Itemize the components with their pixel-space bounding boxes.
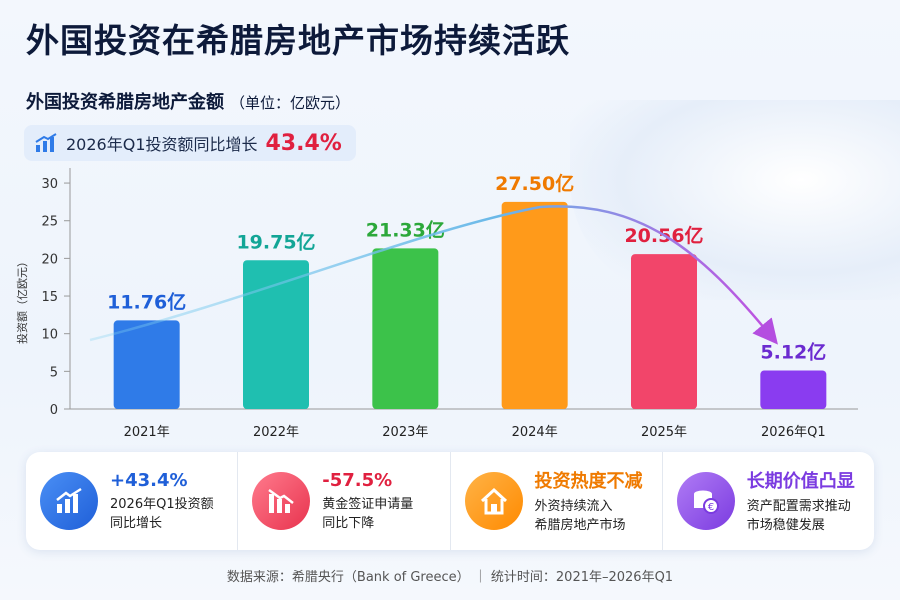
y-tick-label: 30 (41, 177, 58, 192)
bar (113, 320, 180, 409)
summary-card: -57.5% 黄金签证申请量 同比下降 (238, 452, 451, 550)
period: 统计时间：2021年–2026年Q1 (490, 570, 674, 585)
card-line: 外资持续流入 (534, 499, 613, 514)
card-text: -57.5% 黄金签证申请量 同比下降 (322, 470, 413, 533)
bar (760, 370, 827, 409)
source: 数据来源：希腊央行（Bank of Greece） (226, 570, 470, 585)
bar (372, 248, 439, 409)
bar (631, 254, 697, 409)
banner-icon (35, 133, 57, 152)
x-tick-label: 2023年 (382, 425, 428, 440)
unit-note: （单位：亿欧元） (230, 94, 351, 112)
y-tick-label: 5 (50, 365, 58, 380)
svg-text:€: € (708, 502, 714, 513)
trend-arrow (89, 205, 778, 345)
x-tick-label: 2021年 (124, 425, 170, 440)
summary-card: € 长期价值凸显资产配置需求推动 市场稳健发展 (663, 452, 874, 550)
summary-card: +43.4% 2026年Q1投资额 同比增长 (26, 452, 239, 550)
card-line: 2026年Q1投资额 (110, 496, 214, 512)
card-line: 希腊房地产市场 (534, 518, 626, 533)
value-label: 21.33亿 (366, 218, 445, 241)
page-title: 外国投资在希腊房地产市场持续活跃 (26, 21, 570, 60)
x-tick-label: 2025年 (641, 425, 687, 440)
chart-title-text: 外国投资希腊房地产金额 (26, 92, 224, 113)
banner-value: 43.4% (265, 130, 342, 156)
value-label: 27.50亿 (495, 172, 574, 195)
chart: 0 5 10 15 20 25 30 2021年 11.76亿 2022年 19.75亿 2023年… (15, 168, 858, 440)
card-text: 投资热度不减外资持续流入 希腊房地产市场 (535, 467, 643, 535)
card-icon: € (676, 472, 735, 530)
y-tick-label: 15 (41, 290, 58, 305)
card-line: 同比增长 (110, 515, 163, 531)
y-tick-label: 10 (41, 328, 58, 343)
card-value: +43.4% (110, 469, 188, 491)
summary-card: 投资热度不减外资持续流入 希腊房地产市场 (451, 452, 663, 550)
card-value: -57.5% (322, 469, 393, 491)
bar (243, 260, 309, 409)
card-value: 投资热度不减 (534, 471, 643, 492)
summary-cards: +43.4% 2026年Q1投资额 同比增长 -57.5% 黄金签证申请量 同比下降 投资热… (26, 452, 874, 550)
card-line: 市场稳健发展 (746, 518, 825, 533)
banner-text: 2026年Q1投资额同比增长 (66, 135, 258, 154)
value-label: 5.12亿 (760, 340, 826, 363)
chart-title: 外国投资希腊房地产金额 （单位：亿欧元） (26, 88, 350, 114)
card-line: 黄金签证申请量 (322, 496, 414, 512)
background-decoration (570, 100, 900, 300)
growth-banner: 2026年Q1投资额同比增长 43.4% (24, 125, 356, 161)
card-icon (464, 472, 523, 530)
footer: 数据来源：希腊央行（Bank of Greece） ｜ 统计时间：2021年–2… (226, 570, 674, 585)
card-value: 长期价值凸显 (746, 471, 855, 492)
x-tick-label: 2022年 (253, 425, 299, 440)
value-label: 11.76亿 (107, 290, 186, 313)
card-line: 同比下降 (322, 515, 375, 531)
card-text: 长期价值凸显资产配置需求推动 市场稳健发展 (747, 467, 855, 535)
card-icon (252, 472, 311, 530)
y-axis-label: 投资额（亿欧元） (15, 256, 29, 344)
card-icon (40, 472, 98, 530)
bar (501, 201, 568, 409)
y-tick-label: 20 (41, 252, 58, 267)
card-text: +43.4% 2026年Q1投资额 同比增长 (110, 470, 214, 533)
value-label: 19.75亿 (236, 230, 315, 253)
y-tick-label: 25 (41, 215, 58, 230)
card-line: 资产配置需求推动 (746, 499, 851, 514)
x-tick-label: 2024年 (512, 425, 558, 440)
x-tick-label: 2026年Q1 (761, 425, 826, 440)
y-tick-label: 0 (50, 403, 58, 418)
